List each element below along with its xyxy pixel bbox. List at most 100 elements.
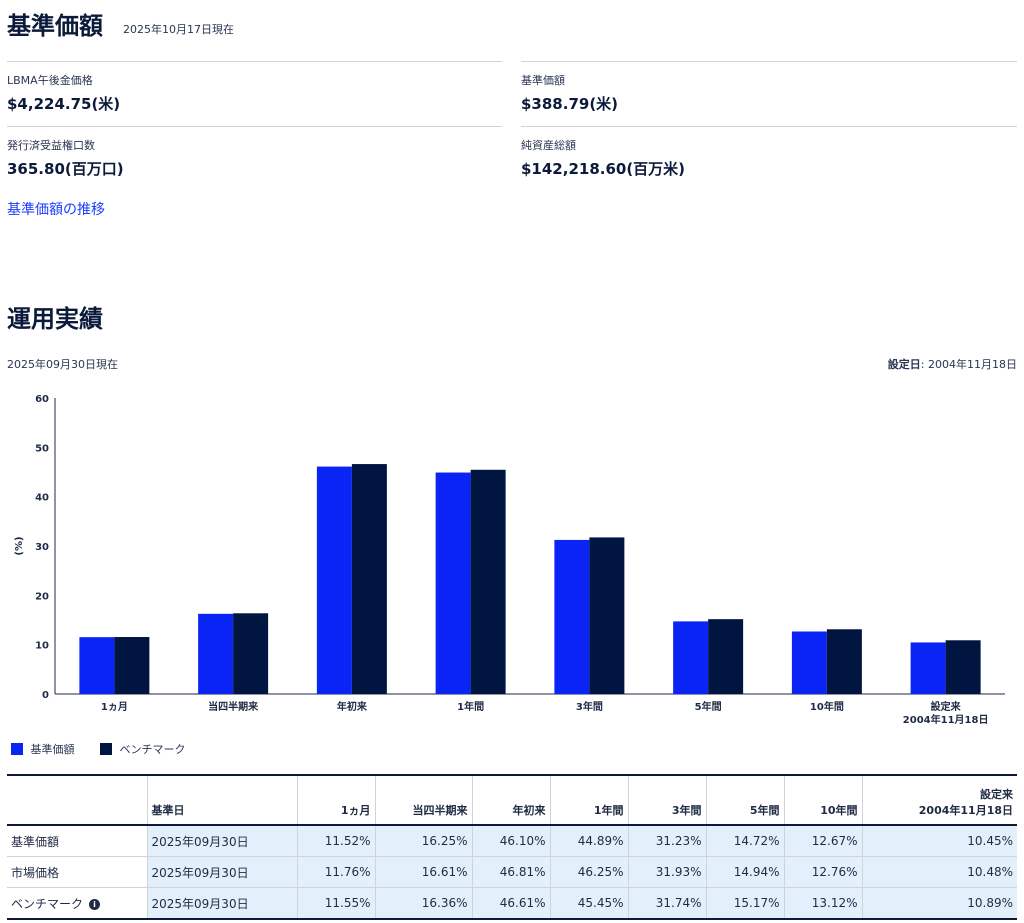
cell: 44.89% bbox=[549, 825, 628, 857]
page-title: 基準価額 bbox=[7, 12, 103, 40]
cell: 10.89% bbox=[861, 887, 1017, 920]
x-tick-label: 10年間 bbox=[810, 700, 844, 713]
bar-nav bbox=[791, 631, 827, 694]
divider bbox=[7, 126, 502, 127]
section-title: 運用実績 bbox=[7, 305, 103, 333]
bar-nav bbox=[79, 637, 115, 694]
table-row: 市場価格 2025年09月30日 11.76% 16.61% 46.81% 46… bbox=[7, 856, 1017, 888]
bar-nav bbox=[198, 613, 234, 694]
bar-benchmark bbox=[945, 640, 981, 694]
cell: 31.93% bbox=[627, 856, 706, 888]
row-name-cell: ベンチマーク i bbox=[7, 887, 147, 920]
cell: 31.23% bbox=[627, 825, 706, 857]
divider bbox=[521, 61, 1017, 62]
header-cell: 設定来 2004年11月18日 bbox=[861, 775, 1017, 825]
y-tick-label: 0 bbox=[42, 690, 49, 701]
bar-benchmark bbox=[470, 469, 506, 694]
x-tick-label: 年初来 bbox=[337, 700, 368, 713]
cell: 16.36% bbox=[374, 887, 472, 920]
header-cell: 5年間 bbox=[705, 775, 784, 825]
metric-label: 純資産総額 bbox=[521, 139, 576, 152]
header-cell bbox=[7, 775, 147, 825]
x-tick-label: 1年間 bbox=[457, 700, 484, 713]
legend-label-nav: 基準価額 bbox=[30, 743, 75, 756]
y-tick-label: 60 bbox=[35, 394, 49, 405]
divider bbox=[521, 126, 1017, 127]
chart-legend: 基準価額 ベンチマーク bbox=[11, 741, 186, 757]
legend-swatch-nav bbox=[11, 743, 23, 755]
cell: 15.17% bbox=[705, 887, 784, 920]
y-axis-label: (%) bbox=[14, 536, 25, 555]
cell: 14.72% bbox=[705, 825, 784, 857]
bar-nav bbox=[316, 466, 352, 694]
y-tick-label: 30 bbox=[35, 542, 49, 553]
header-cell: 10年間 bbox=[783, 775, 862, 825]
cell: 11.76% bbox=[296, 856, 375, 888]
divider bbox=[7, 61, 502, 62]
bar-benchmark bbox=[351, 464, 387, 694]
cell: 45.45% bbox=[549, 887, 628, 920]
metric-value: $388.79(米) bbox=[521, 95, 619, 113]
y-tick-label: 10 bbox=[35, 641, 49, 652]
x-tick-label: 3年間 bbox=[576, 700, 603, 713]
header-cell: 1ヵ月 bbox=[296, 775, 375, 825]
cell: 11.55% bbox=[296, 887, 375, 920]
info-icon[interactable]: i bbox=[89, 898, 101, 910]
header-cell: 基準日 bbox=[146, 775, 297, 825]
x-tick-label: 設定来 bbox=[931, 700, 962, 713]
bar-benchmark bbox=[826, 629, 862, 694]
table-row: 基準価額 2025年09月30日 11.52% 16.25% 46.10% 44… bbox=[7, 825, 1017, 857]
y-tick-label: 50 bbox=[35, 443, 49, 454]
nav-history-link[interactable]: 基準価額の推移 bbox=[7, 202, 105, 218]
cell: 46.81% bbox=[471, 856, 550, 888]
inception-date: 設定日: 2004年11月18日 bbox=[888, 356, 1017, 372]
legend-swatch-benchmark bbox=[100, 743, 112, 755]
row-date: 2025年09月30日 bbox=[146, 825, 297, 857]
cell: 10.45% bbox=[861, 825, 1017, 857]
header-cell: 当四半期来 bbox=[374, 775, 472, 825]
table-row: ベンチマーク i 2025年09月30日 11.55% 16.36% 46.61%… bbox=[7, 887, 1017, 920]
metric-label: 基準価額 bbox=[521, 74, 565, 87]
row-name: 市場価格 bbox=[7, 856, 147, 888]
x-tick-label: 1ヵ月 bbox=[101, 701, 128, 713]
row-name: ベンチマーク bbox=[11, 896, 84, 911]
row-name: 基準価額 bbox=[7, 825, 147, 857]
metric-value: $142,218.60(百万米) bbox=[521, 160, 686, 178]
metric-value: $4,224.75(米) bbox=[7, 95, 121, 113]
cell: 10.48% bbox=[861, 856, 1017, 888]
header-cell: 3年間 bbox=[627, 775, 706, 825]
cell: 16.25% bbox=[374, 825, 472, 857]
cell: 16.61% bbox=[374, 856, 472, 888]
header-cell: 1年間 bbox=[549, 775, 628, 825]
cell: 46.61% bbox=[471, 887, 550, 920]
y-tick-label: 20 bbox=[35, 591, 49, 602]
inception-value: : 2004年11月18日 bbox=[920, 358, 1017, 371]
inception-label: 設定日 bbox=[887, 358, 921, 371]
cell: 13.12% bbox=[783, 887, 862, 920]
cell: 12.67% bbox=[783, 825, 862, 857]
header-cell: 年初来 bbox=[471, 775, 550, 825]
bar-benchmark bbox=[708, 619, 744, 694]
cell: 14.94% bbox=[705, 856, 784, 888]
metric-label: LBMA午後金価格 bbox=[7, 74, 93, 87]
cell: 11.52% bbox=[296, 825, 375, 857]
performance-chart: 0 10 20 30 40 50 60 (%) 1ヵ月 当四半期来 年初来 1年間 3年間 5年間 10年間… bbox=[14, 394, 1005, 726]
x-tick-label: 当四半期来 bbox=[208, 700, 259, 713]
cell: 12.76% bbox=[783, 856, 862, 888]
cell: 46.10% bbox=[471, 825, 550, 857]
bar-nav bbox=[554, 539, 590, 694]
metric-value: 365.80(百万口) bbox=[7, 160, 124, 178]
bar-benchmark bbox=[233, 613, 269, 694]
row-date: 2025年09月30日 bbox=[146, 887, 297, 920]
y-tick-label: 40 bbox=[35, 493, 49, 504]
cell: 31.74% bbox=[627, 887, 706, 920]
bar-nav bbox=[435, 472, 471, 694]
cell: 46.25% bbox=[549, 856, 628, 888]
performance-as-of: 2025年09月30日現在 bbox=[7, 358, 118, 371]
x-tick-label: 2004年11月18日 bbox=[903, 713, 989, 726]
bar-benchmark bbox=[114, 637, 150, 694]
legend-label-benchmark: ベンチマーク bbox=[119, 743, 186, 756]
metric-label: 発行済受益権口数 bbox=[7, 139, 95, 152]
bar-nav bbox=[910, 642, 946, 694]
x-tick-label: 5年間 bbox=[695, 700, 722, 713]
